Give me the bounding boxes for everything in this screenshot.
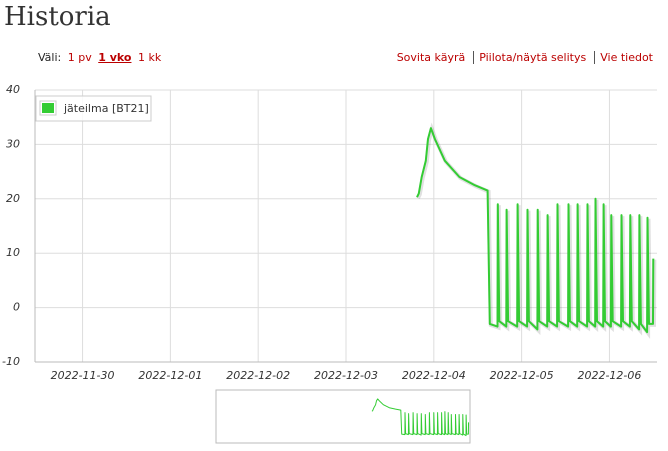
x-tick-label: 2022-12-02: [226, 369, 290, 382]
x-tick-label: 2022-12-03: [314, 369, 378, 382]
y-tick-label: -10: [2, 355, 20, 368]
legend-swatch: [42, 103, 54, 113]
actions: Sovita käyrä Piilota/näytä selitys Vie tie…: [389, 51, 658, 64]
x-tick-label: 2022-12-06: [577, 369, 641, 382]
range-label: Väli:: [38, 51, 62, 64]
y-tick-label: 30: [6, 137, 20, 150]
x-tick-label: 2022-11-30: [51, 369, 115, 382]
overview-frame: [215, 389, 471, 444]
y-tick-label: 20: [6, 192, 20, 205]
y-tick-label: 10: [6, 246, 20, 259]
range-option[interactable]: 1 kk: [137, 51, 162, 64]
overview-line: [371, 398, 469, 437]
series-line-shadow: [416, 122, 657, 340]
y-tick-label: 40: [6, 83, 20, 96]
y-tick-label: 0: [13, 301, 20, 314]
page-title: Historia: [4, 2, 111, 32]
x-tick-label: 2022-12-05: [490, 369, 554, 382]
legend-label: jäteilma [BT21]: [63, 102, 149, 115]
range-option[interactable]: 1 pv: [67, 51, 92, 64]
x-tick-label: 2022-12-01: [138, 369, 202, 382]
action-link[interactable]: Sovita käyrä: [396, 51, 466, 64]
action-link[interactable]: Vie tiedot: [594, 51, 658, 64]
action-link[interactable]: Piilota/näytä selitys: [473, 51, 592, 64]
range-selector: Väli: 1 pv 1 vko 1 kk: [38, 51, 161, 64]
series-line: [416, 127, 655, 334]
x-tick-label: 2022-12-04: [402, 369, 466, 382]
range-option[interactable]: 1 vko: [98, 51, 132, 64]
